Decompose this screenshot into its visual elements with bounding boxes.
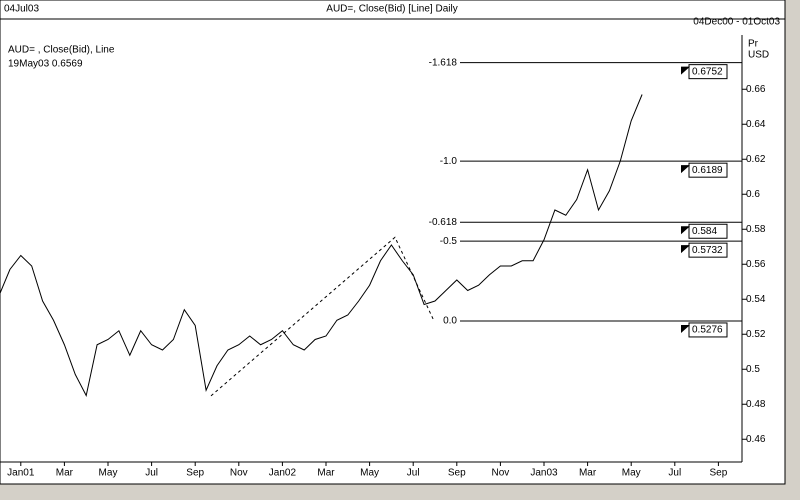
price-line bbox=[0, 94, 643, 397]
fib-value-box bbox=[688, 242, 728, 258]
fib-value-label: 0.584 bbox=[692, 226, 717, 237]
fib-value-label: 0.6189 bbox=[692, 165, 723, 176]
x-tick-label: Jan03 bbox=[530, 468, 558, 479]
x-tick-label: Jan02 bbox=[269, 468, 297, 479]
y-axis-label: Pr bbox=[748, 39, 759, 50]
fib-label: -0.618 bbox=[429, 217, 458, 228]
trendline bbox=[210, 236, 435, 397]
y-axis-unit: USD bbox=[748, 50, 769, 61]
fib-marker bbox=[681, 165, 690, 174]
fib-value-box bbox=[688, 162, 728, 178]
fib-label: -1.0 bbox=[440, 156, 458, 167]
fib-value-box bbox=[688, 322, 728, 338]
y-tick-label: 0.58 bbox=[746, 224, 766, 235]
header-date: 04Jul03 bbox=[4, 4, 39, 15]
fib-marker bbox=[681, 324, 690, 333]
y-tick-label: 0.56 bbox=[746, 259, 766, 270]
y-tick-label: 0.46 bbox=[746, 434, 766, 445]
x-tick-label: Nov bbox=[492, 468, 510, 479]
y-tick-label: 0.52 bbox=[746, 329, 766, 340]
x-tick-label: Mar bbox=[317, 468, 335, 479]
y-tick-label: 0.66 bbox=[746, 84, 766, 95]
y-tick-label: 0.48 bbox=[746, 399, 766, 410]
fib-label: 0.0 bbox=[443, 316, 457, 327]
fib-value-box bbox=[688, 64, 728, 80]
y-tick-label: 0.64 bbox=[746, 119, 766, 130]
fib-label: -0.5 bbox=[440, 236, 458, 247]
fib-value-label: 0.6752 bbox=[692, 66, 723, 77]
x-tick-label: May bbox=[360, 468, 379, 479]
x-tick-label: Jan01 bbox=[7, 468, 35, 479]
header-title: AUD=, Close(Bid) [Line] Daily bbox=[326, 4, 457, 15]
fib-value-label: 0.5732 bbox=[692, 245, 723, 256]
y-tick-label: 0.6 bbox=[746, 189, 760, 200]
x-tick-label: Jul bbox=[668, 468, 681, 479]
x-tick-label: Jul bbox=[407, 468, 420, 479]
fib-label: -1.618 bbox=[429, 57, 458, 68]
fib-value-box bbox=[688, 223, 728, 239]
frame bbox=[0, 0, 786, 485]
x-tick-label: Sep bbox=[710, 468, 728, 479]
fib-value-label: 0.5276 bbox=[692, 325, 723, 336]
y-tick-label: 0.5 bbox=[746, 364, 760, 375]
y-tick-label: 0.54 bbox=[746, 294, 766, 305]
x-tick-label: Sep bbox=[448, 468, 466, 479]
y-tick-label: 0.62 bbox=[746, 154, 766, 165]
header-range: 04Dec00 - 01Oct03 bbox=[693, 17, 780, 28]
x-tick-label: Sep bbox=[186, 468, 204, 479]
x-tick-label: Jul bbox=[145, 468, 158, 479]
legend-last: 19May03 0.6569 bbox=[8, 59, 83, 70]
legend-name: AUD= , Close(Bid), Line bbox=[8, 45, 115, 56]
x-tick-label: Nov bbox=[230, 468, 248, 479]
fib-marker bbox=[681, 245, 690, 254]
x-tick-label: Mar bbox=[579, 468, 597, 479]
x-tick-label: Mar bbox=[56, 468, 74, 479]
fib-marker bbox=[681, 66, 690, 75]
fib-marker bbox=[681, 226, 690, 235]
x-tick-label: May bbox=[99, 468, 118, 479]
x-tick-label: May bbox=[622, 468, 641, 479]
